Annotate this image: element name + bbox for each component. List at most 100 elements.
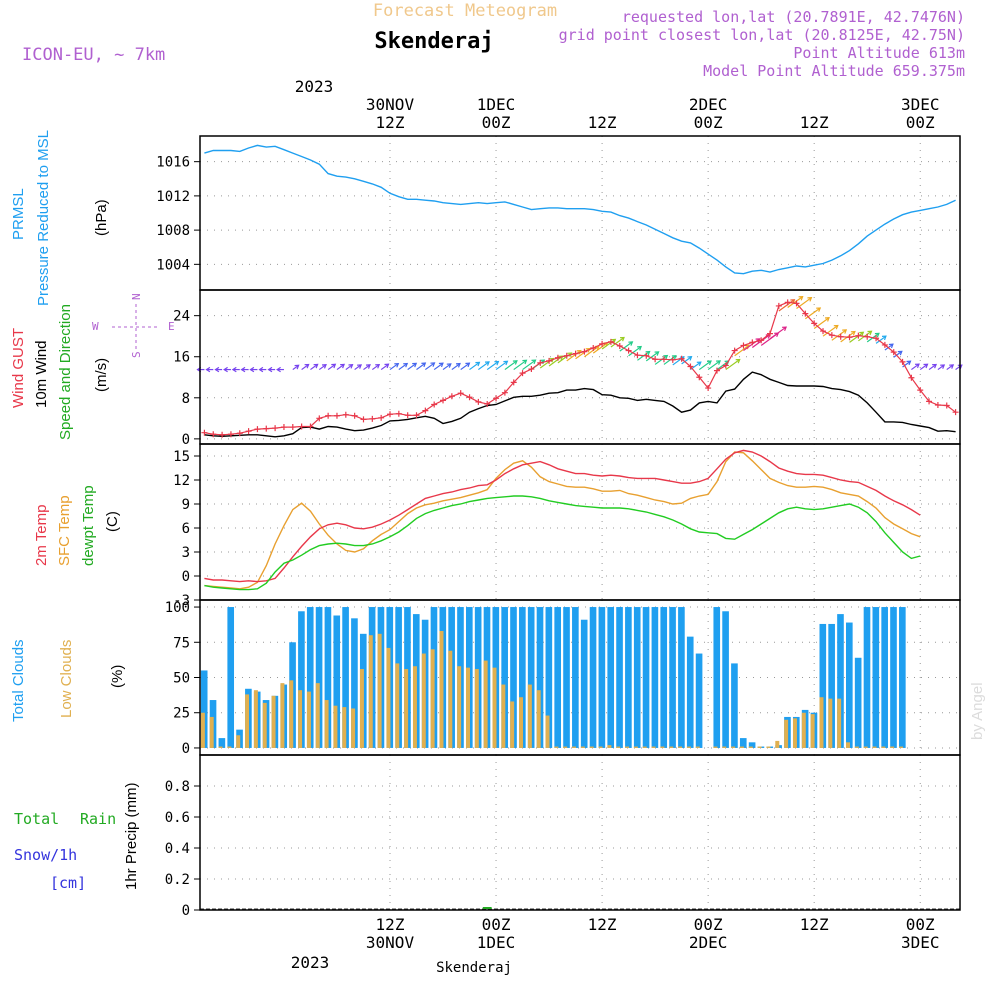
wind-barb-head [446, 363, 452, 368]
compass-e: E [168, 320, 175, 333]
gust-marker [767, 330, 773, 337]
wind-barb-head [957, 364, 963, 370]
wind-barb-head [294, 364, 300, 370]
top-date-label: 30NOV [366, 95, 415, 114]
low-cloud-bar [262, 702, 267, 748]
low-cloud-bar [271, 695, 276, 748]
clouds-total-label: Total Clouds [10, 639, 27, 722]
wind-barb-head [331, 363, 337, 369]
gust-marker [758, 337, 765, 344]
top-hour-label: 12Z [588, 113, 617, 132]
ytick-label-temperature: -3 [173, 593, 190, 609]
gust-marker [581, 348, 588, 355]
total-cloud-bar [351, 618, 358, 748]
wind-barb-head [394, 362, 400, 368]
wind-barb-head [645, 350, 651, 356]
low-cloud-bar [536, 690, 541, 748]
wind-barb [336, 363, 345, 371]
gust-marker [263, 425, 270, 432]
gust-marker [749, 339, 756, 346]
low-cloud-bar [289, 680, 294, 748]
total-cloud-bar [616, 607, 623, 748]
gust-marker [360, 416, 367, 423]
gust-marker [316, 415, 323, 422]
gust-marker [820, 328, 827, 335]
total-cloud-bar [306, 607, 314, 748]
grid-point-coords: grid point closest lon,lat (20.8125E, 42… [559, 26, 965, 44]
gust-marker [280, 424, 287, 431]
total-cloud-bar [686, 636, 694, 748]
wind-barb [495, 360, 508, 371]
wind-barb [416, 362, 426, 371]
panel-pressure: 1004 1008 1012 1016 [156, 136, 960, 290]
low-cloud-bar [245, 694, 250, 748]
clouds-low-label: Low Clouds [58, 640, 75, 718]
low-cloud-bar [430, 649, 435, 748]
wind-barb [380, 363, 389, 371]
ytick-label-temperature: 12 [173, 473, 190, 489]
compass-n: N [130, 293, 143, 300]
ytick-label-clouds: 0 [182, 741, 190, 757]
total-cloud-bar [527, 607, 535, 748]
wind-barb-head [522, 359, 528, 365]
wind-barb-head [881, 335, 887, 341]
total-cloud-bar [333, 615, 341, 748]
low-cloud-bar [333, 705, 338, 748]
low-cloud-bar [519, 697, 523, 748]
low-cloud-bar [298, 690, 303, 748]
wind-barb-head [348, 364, 354, 369]
wind-barb-head [628, 341, 634, 346]
gust-marker [846, 334, 853, 341]
low-cloud-bar [315, 683, 320, 748]
wind-barb [504, 360, 518, 371]
ytick-label-temperature: 6 [182, 521, 190, 537]
wind-barb [946, 364, 954, 371]
low-cloud-bar [607, 745, 612, 748]
ytick-label-temperature: 3 [182, 545, 190, 561]
gust-marker [227, 431, 234, 438]
wind-barb-head [412, 362, 418, 368]
wind-unit: (m/s) [93, 358, 110, 392]
low-cloud-bar [466, 667, 470, 748]
wind-barb [592, 342, 608, 354]
dewpt-line [204, 495, 921, 591]
bottom-year: 2023 [291, 953, 330, 972]
gust-marker [731, 347, 738, 354]
wind-barb [478, 361, 490, 371]
low-cloud-bar [899, 746, 903, 748]
gust-marker [590, 345, 597, 352]
low-cloud-bar [253, 690, 258, 748]
wind-barb [928, 364, 937, 371]
total-cloud-bar [342, 607, 349, 748]
bottom-date-label: 30NOV [366, 933, 415, 952]
low-cloud-bar [616, 746, 621, 748]
ytick-label-clouds: 50 [173, 671, 190, 687]
low-cloud-bar [660, 746, 665, 748]
wind-barb-head [455, 362, 461, 368]
wind-barb-head [663, 354, 669, 360]
wind-barb [460, 362, 470, 371]
low-cloud-bar [713, 746, 718, 748]
wind-barb-head [696, 361, 702, 367]
wind-barb [955, 364, 963, 371]
gust-marker [643, 352, 650, 359]
gust-marker [325, 412, 332, 419]
wind-speed-line [204, 371, 956, 438]
precip-cm-label: [cm] [50, 874, 86, 892]
gust-marker [431, 401, 438, 408]
gust-marker [934, 401, 941, 408]
wind-barb-head [231, 366, 237, 373]
temp-2m-label: 2m Temp [33, 505, 50, 566]
wind-barb [345, 364, 353, 371]
low-cloud-bar [846, 742, 850, 748]
gust-marker [493, 395, 500, 402]
total-cloud-bar [899, 607, 906, 748]
total-cloud-bar [872, 607, 880, 748]
gust-marker [201, 429, 208, 436]
gust-marker [236, 430, 243, 437]
wind-barb [884, 343, 894, 351]
gust-marker [802, 310, 809, 317]
total-cloud-bar [519, 607, 526, 748]
total-cloud-bar [651, 607, 659, 748]
